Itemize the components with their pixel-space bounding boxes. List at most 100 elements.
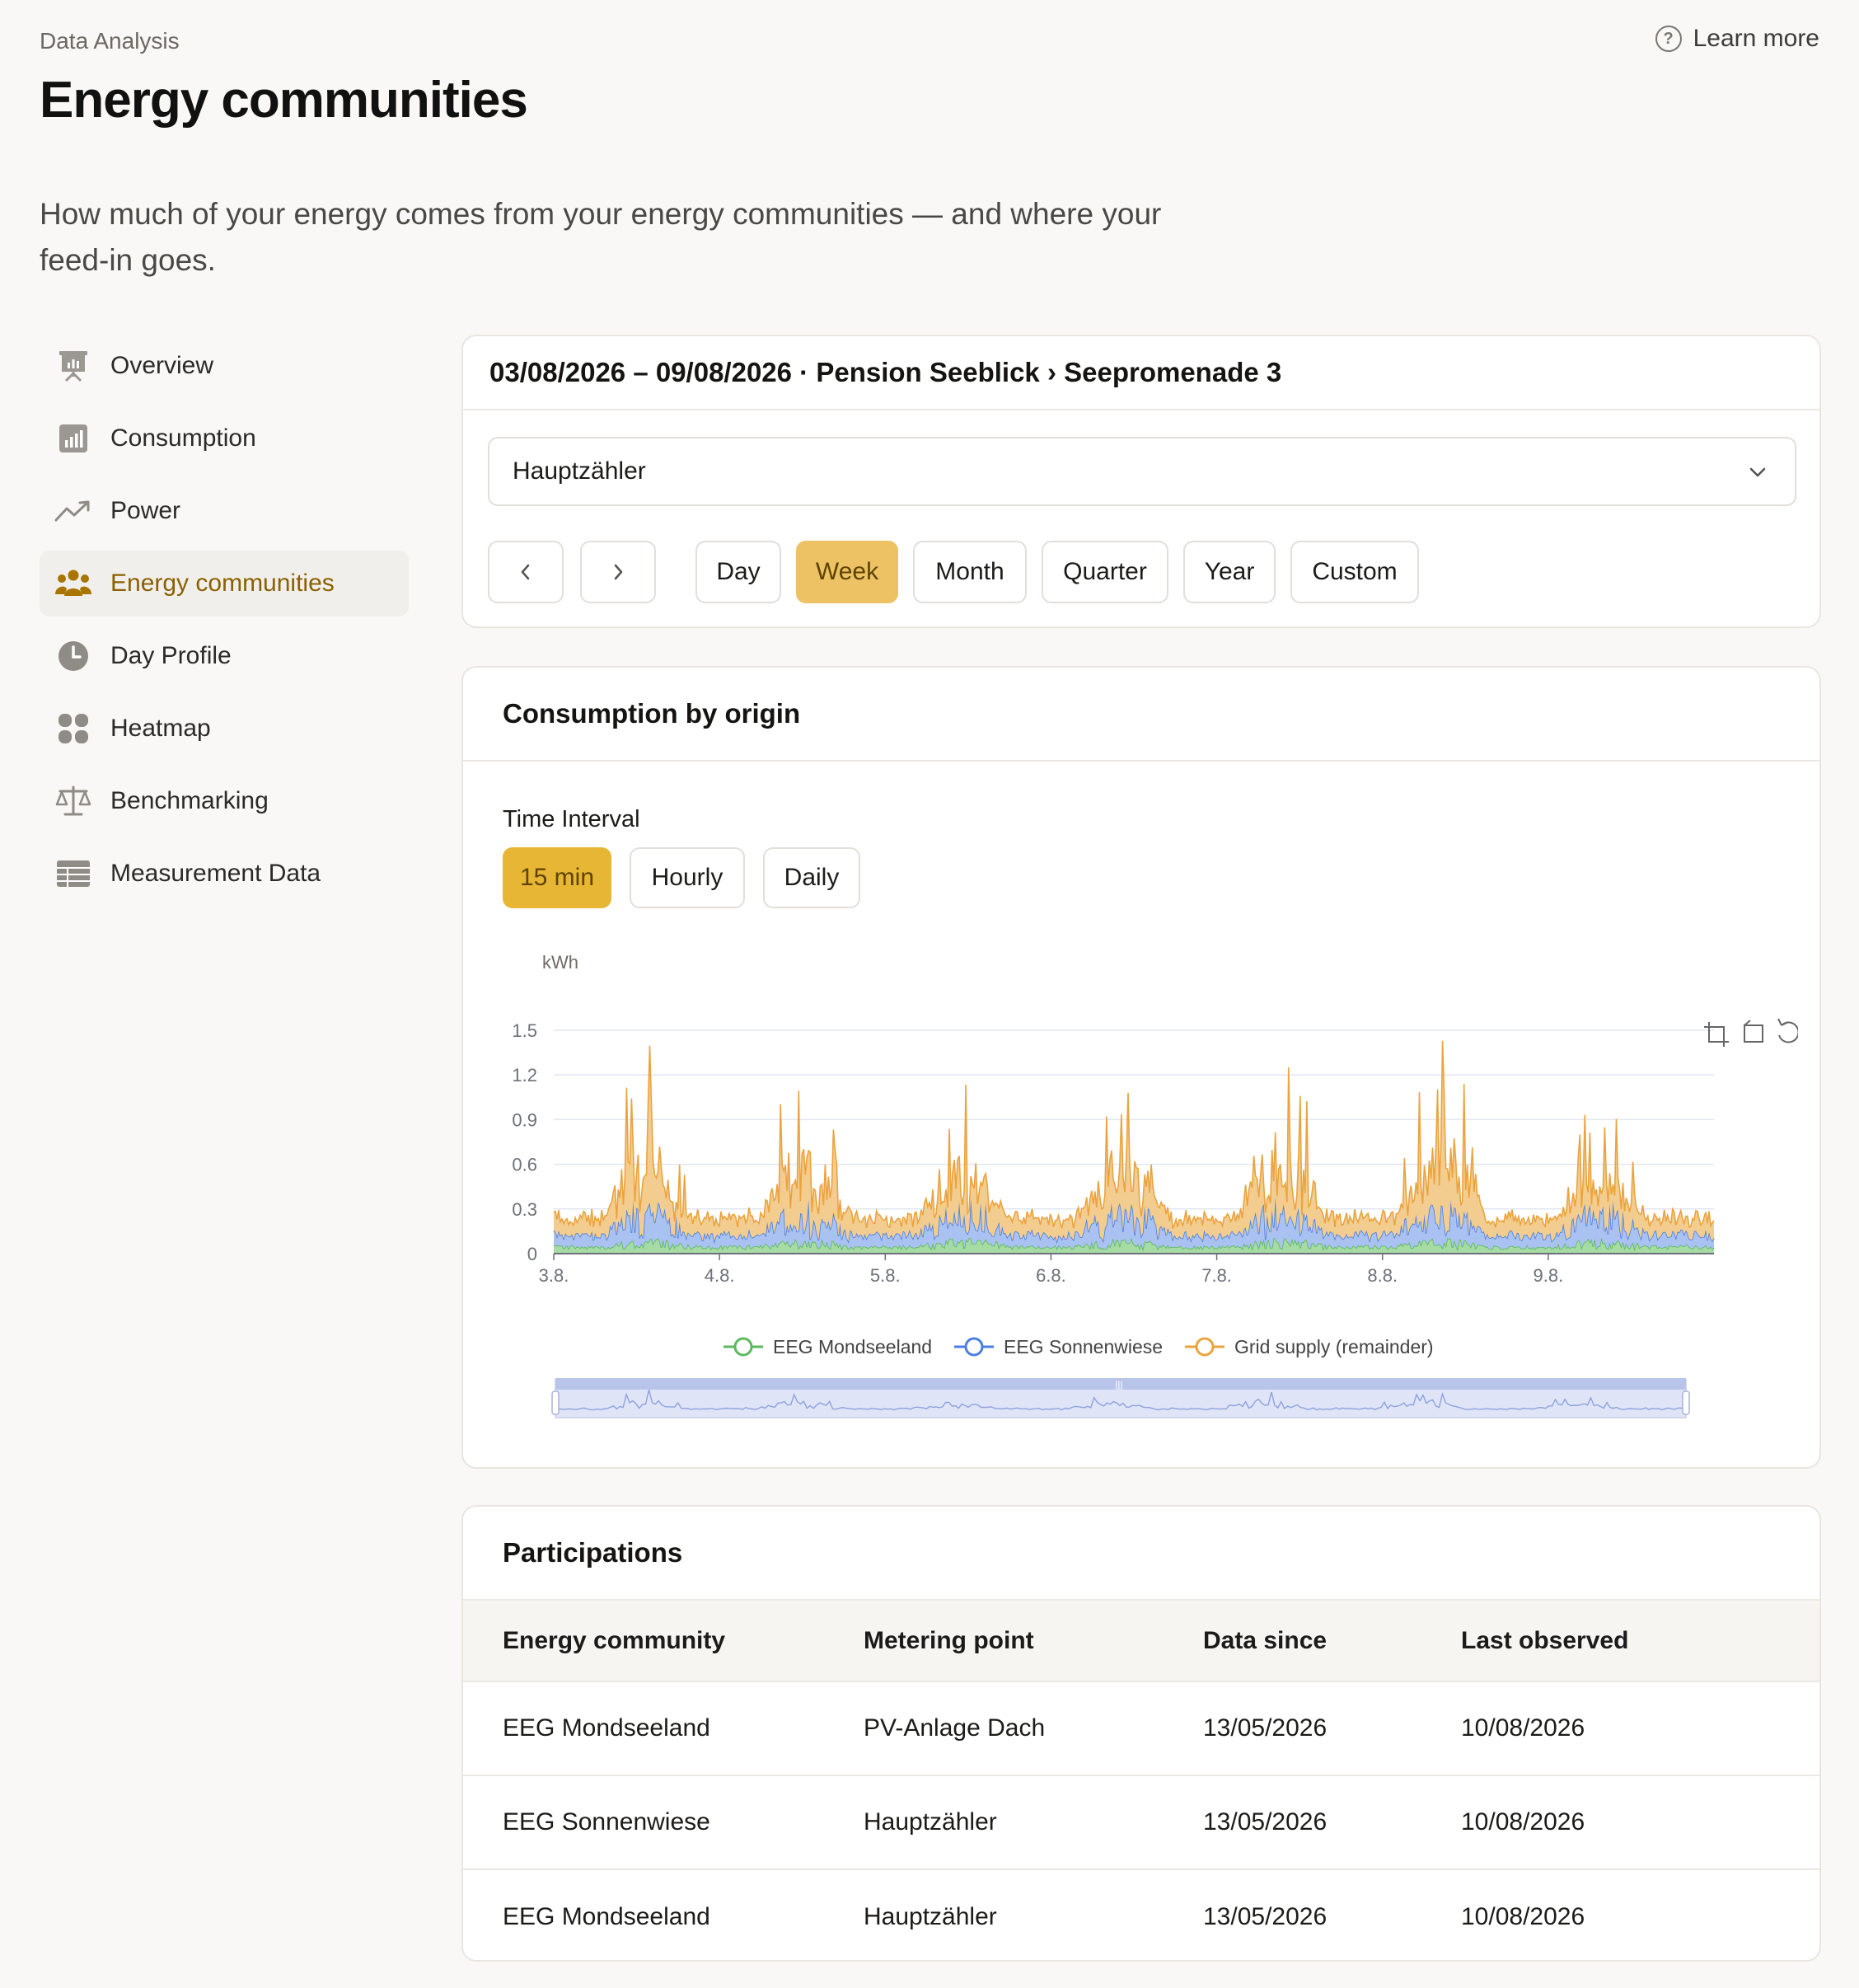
y-tick-label: 0.3 <box>512 1199 537 1220</box>
data-zoom-grip: ||| <box>1115 1379 1122 1390</box>
x-tick-label: 4.8. <box>705 1265 735 1286</box>
y-tick-label: 1.5 <box>512 1020 537 1041</box>
interval-daily-button[interactable]: Daily <box>763 847 860 908</box>
users-group-icon <box>54 565 92 602</box>
sidebar-item-label: Heatmap <box>110 715 211 742</box>
zoom-icon[interactable] <box>1704 1022 1729 1047</box>
learn-more-link[interactable]: ? Learn more <box>1655 25 1819 53</box>
sidebar-item-power[interactable]: Power <box>40 478 409 544</box>
data-zoom-handle-left[interactable] <box>551 1390 560 1415</box>
consumption-by-origin-card: Consumption by origin Time Interval 15 m… <box>461 666 1821 1469</box>
participations-card: Participations Energy community Metering… <box>461 1505 1821 1962</box>
y-axis-ticks: 0 0.3 0.6 0.9 1.2 1.5 <box>512 1020 537 1264</box>
sidebar-item-benchmarking[interactable]: Benchmarking <box>40 768 409 834</box>
period-day-button[interactable]: Day <box>695 541 781 603</box>
sidebar: Overview Consumption Power Energy commun… <box>40 333 409 913</box>
column-header: Last observed <box>1461 1601 1819 1682</box>
interval-15min-button[interactable]: 15 min <box>503 847 611 908</box>
meter-select-value: Hauptzähler <box>513 457 646 485</box>
legend-marker <box>1195 1337 1215 1357</box>
table-cell: Hauptzähler <box>864 1775 1203 1870</box>
table-cell: 10/08/2026 <box>1461 1775 1819 1870</box>
period-quarter-button[interactable]: Quarter <box>1042 541 1168 603</box>
learn-more-label: Learn more <box>1693 25 1819 52</box>
period-year-button[interactable]: Year <box>1183 541 1276 603</box>
x-tick-label: 5.8. <box>870 1265 901 1286</box>
chart-legend: EEG Mondseeland EEG Sonnenwiese Grid suppl… <box>723 1336 1434 1357</box>
legend-marker <box>964 1337 984 1357</box>
sidebar-item-label: Day Profile <box>110 642 232 669</box>
sidebar-item-day-profile[interactable]: Day Profile <box>40 623 409 689</box>
y-tick-label: 0.9 <box>512 1109 537 1130</box>
x-tick-label: 9.8. <box>1534 1265 1564 1286</box>
legend-label: EEG Sonnenwiese <box>1004 1336 1163 1357</box>
page-intro: How much of your energy comes from your … <box>40 197 1162 277</box>
data-zoom-preview-line <box>555 1389 1685 1411</box>
sidebar-item-consumption[interactable]: Consumption <box>40 406 409 471</box>
table-cell: EEG Mondseeland <box>503 1902 710 1930</box>
card-title: Participations <box>463 1507 1819 1601</box>
period-week-button[interactable]: Week <box>796 541 898 603</box>
y-tick-label: 1.2 <box>512 1065 537 1085</box>
chevron-down-icon <box>1749 467 1766 477</box>
chart-toolbox <box>1704 1018 1798 1047</box>
table-row: EEG Mondseeland Hauptzähler 13/05/2026 1… <box>463 1869 1819 1960</box>
period-month-button[interactable]: Month <box>913 541 1027 603</box>
sidebar-item-label: Consumption <box>110 424 256 452</box>
sidebar-item-label: Measurement Data <box>110 860 321 887</box>
table-cell: PV-Anlage Dach <box>864 1681 1203 1776</box>
x-tick-label: 7.8. <box>1201 1265 1232 1286</box>
table-cell: 13/05/2026 <box>1203 1902 1328 1930</box>
column-header: Energy community <box>463 1601 864 1682</box>
page-title: Energy communities <box>40 72 528 129</box>
zoom-reset-icon[interactable] <box>1744 1020 1763 1043</box>
next-period-button[interactable] <box>580 541 656 603</box>
sidebar-item-overview[interactable]: Overview <box>40 333 409 399</box>
period-custom-button[interactable]: Custom <box>1290 541 1419 603</box>
legend-label: EEG Mondseeland <box>773 1336 932 1357</box>
sidebar-item-measurement-data[interactable]: Measurement Data <box>40 841 409 907</box>
series-line-grid-supply <box>553 1040 1715 1229</box>
presentation-chart-icon <box>54 347 92 385</box>
meter-select[interactable]: Hauptzähler <box>488 437 1796 506</box>
interval-hourly-button[interactable]: Hourly <box>630 847 745 908</box>
interval-label: Time Interval <box>503 806 640 832</box>
selection-card: 03/08/2026 – 09/08/2026 · Pension Seebli… <box>461 335 1821 628</box>
clock-icon <box>54 637 92 675</box>
table-cell: 10/08/2026 <box>1461 1681 1819 1776</box>
table-cell: EEG Sonnenwiese <box>463 1775 864 1870</box>
x-axis-ticks: 3.8. 4.8. 5.8. 6.8. 7.8. 8.8. 9.8. <box>539 1254 1564 1286</box>
column-header: Data since <box>1203 1601 1461 1682</box>
chevron-right-icon <box>614 564 623 580</box>
table-header-row: Energy community Metering point Data sin… <box>463 1601 1819 1682</box>
column-header: Metering point <box>864 1601 1203 1682</box>
sidebar-item-label: Benchmarking <box>110 787 269 814</box>
breadcrumb: Data Analysis <box>40 28 180 54</box>
series-area-eeg-mondseeland <box>554 1237 1714 1254</box>
x-tick-label: 3.8. <box>539 1265 569 1286</box>
sidebar-item-label: Overview <box>110 352 214 379</box>
table-icon <box>54 855 92 893</box>
table-row: EEG Sonnenwiese Hauptzähler 13/05/2026 1… <box>463 1775 1819 1870</box>
sidebar-item-heatmap[interactable]: Heatmap <box>40 696 409 762</box>
legend-marker <box>733 1337 753 1357</box>
series-line-eeg-sonnenwiese <box>553 1197 1715 1245</box>
legend-label: Grid supply (remainder) <box>1234 1336 1434 1357</box>
trend-up-icon <box>54 492 92 530</box>
previous-period-button[interactable] <box>488 541 564 603</box>
table-cell: 13/05/2026 <box>1203 1681 1461 1776</box>
sidebar-item-label: Energy communities <box>110 570 335 597</box>
restore-icon[interactable] <box>1777 1018 1798 1043</box>
table-cell: Hauptzähler <box>864 1902 997 1930</box>
data-zoom-handle-right[interactable] <box>1682 1390 1690 1415</box>
sidebar-item-energy-communities[interactable]: Energy communities <box>40 551 409 617</box>
y-tick-label: 0 <box>527 1244 537 1264</box>
x-tick-label: 8.8. <box>1367 1265 1398 1286</box>
help-icon: ? <box>1655 26 1682 52</box>
data-zoom-slider[interactable]: ||| <box>551 1378 1690 1418</box>
grid-icon <box>54 710 92 748</box>
table-row: EEG Mondseeland PV-Anlage Dach 13/05/202… <box>463 1681 1819 1776</box>
x-tick-label: 6.8. <box>1036 1265 1066 1286</box>
series-area-grid-supply <box>554 1040 1714 1242</box>
consumption-chart[interactable]: kWh 0 0.3 0.6 0.9 1.2 1.5 3.8. 4.8. 5.8. 6.8. 7.8… <box>488 940 1798 1451</box>
